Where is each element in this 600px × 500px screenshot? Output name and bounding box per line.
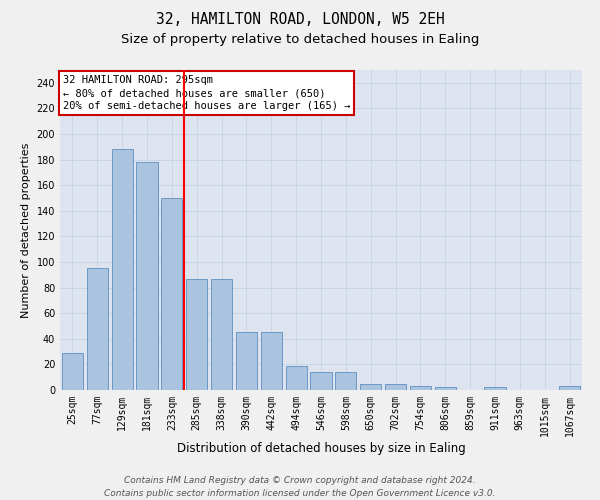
X-axis label: Distribution of detached houses by size in Ealing: Distribution of detached houses by size … xyxy=(176,442,466,454)
Bar xyxy=(435,388,456,390)
Bar xyxy=(62,353,83,390)
Bar xyxy=(136,162,158,390)
Text: Size of property relative to detached houses in Ealing: Size of property relative to detached ho… xyxy=(121,32,479,46)
Bar xyxy=(261,332,282,390)
Text: 32, HAMILTON ROAD, LONDON, W5 2EH: 32, HAMILTON ROAD, LONDON, W5 2EH xyxy=(155,12,445,28)
Y-axis label: Number of detached properties: Number of detached properties xyxy=(21,142,31,318)
Bar xyxy=(236,332,257,390)
Bar xyxy=(360,384,381,390)
Bar xyxy=(484,388,506,390)
Bar xyxy=(211,278,232,390)
Text: Contains HM Land Registry data © Crown copyright and database right 2024.
Contai: Contains HM Land Registry data © Crown c… xyxy=(104,476,496,498)
Bar xyxy=(410,386,431,390)
Bar xyxy=(161,198,182,390)
Bar xyxy=(186,278,207,390)
Bar xyxy=(335,372,356,390)
Text: 32 HAMILTON ROAD: 295sqm
← 80% of detached houses are smaller (650)
20% of semi-: 32 HAMILTON ROAD: 295sqm ← 80% of detach… xyxy=(62,75,350,111)
Bar xyxy=(112,150,133,390)
Bar xyxy=(559,386,580,390)
Bar xyxy=(286,366,307,390)
Bar xyxy=(385,384,406,390)
Bar xyxy=(310,372,332,390)
Bar xyxy=(87,268,108,390)
